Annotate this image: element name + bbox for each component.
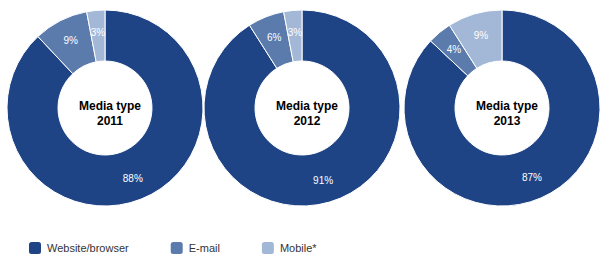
svg-text:Media type: Media type	[276, 99, 338, 113]
svg-text:9%: 9%	[474, 30, 489, 41]
svg-text:2011: 2011	[97, 114, 123, 128]
svg-text:Website/browser: Website/browser	[47, 242, 129, 254]
svg-text:Media type: Media type	[79, 99, 141, 113]
svg-text:9%: 9%	[63, 35, 78, 46]
svg-text:2012: 2012	[294, 114, 321, 128]
svg-text:91%: 91%	[313, 175, 333, 186]
svg-text:88%: 88%	[123, 173, 143, 184]
svg-text:87%: 87%	[522, 172, 542, 183]
svg-text:Mobile*: Mobile*	[280, 242, 317, 254]
svg-text:4%: 4%	[447, 44, 462, 55]
svg-text:Media type: Media type	[476, 99, 538, 113]
svg-text:6%: 6%	[267, 32, 282, 43]
svg-text:E-mail: E-mail	[189, 242, 220, 254]
svg-text:3%: 3%	[91, 27, 106, 38]
svg-text:3%: 3%	[288, 27, 303, 38]
svg-text:2013: 2013	[494, 114, 521, 128]
